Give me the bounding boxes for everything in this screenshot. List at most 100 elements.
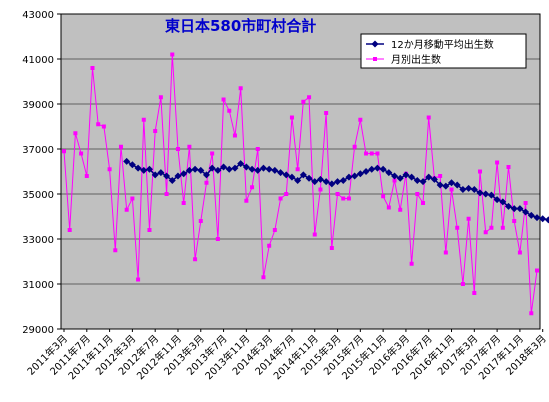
point-monthly-births — [181, 201, 186, 205]
point-moving-average — [163, 172, 171, 180]
point-moving-average — [208, 164, 216, 172]
point-monthly-births — [210, 151, 215, 156]
point-monthly-births — [495, 160, 500, 165]
point-monthly-births — [364, 151, 369, 156]
point-monthly-births — [500, 225, 505, 230]
point-monthly-births — [73, 131, 78, 136]
point-moving-average — [373, 164, 381, 172]
point-moving-average — [339, 177, 347, 184]
point-monthly-births — [267, 243, 272, 248]
legend-label-series-2: 月別出生数 — [391, 53, 441, 66]
point-moving-average — [140, 166, 148, 174]
point-moving-average — [430, 175, 438, 183]
point-moving-average — [305, 174, 313, 182]
point-monthly-births — [346, 196, 351, 201]
point-monthly-births — [369, 151, 374, 156]
point-moving-average — [487, 191, 495, 199]
point-monthly-births — [79, 151, 84, 156]
point-monthly-births — [472, 291, 477, 295]
point-monthly-births — [198, 219, 203, 223]
point-monthly-births — [84, 174, 89, 178]
point-moving-average — [168, 177, 176, 184]
point-monthly-births — [352, 144, 357, 149]
point-monthly-births — [460, 282, 465, 286]
point-monthly-births — [409, 261, 414, 266]
point-monthly-births — [153, 129, 158, 133]
point-moving-average — [459, 186, 467, 193]
point-monthly-births — [438, 174, 443, 178]
point-monthly-births — [415, 192, 420, 196]
point-moving-average — [334, 178, 342, 186]
point-monthly-births — [147, 228, 152, 232]
point-monthly-births — [101, 124, 106, 129]
point-monthly-births — [512, 219, 517, 223]
point-monthly-births — [250, 185, 255, 190]
point-monthly-births — [335, 192, 340, 196]
x-axis-ticks: 2011年3月2011年7月2011年11月2012年3月2012年7月2012… — [24, 329, 549, 382]
point-moving-average — [277, 169, 285, 177]
y-tick-label: 29000 — [22, 325, 54, 336]
point-monthly-births — [483, 230, 488, 235]
point-moving-average — [197, 166, 205, 174]
point-monthly-births — [341, 196, 346, 201]
y-tick-label: 39000 — [22, 100, 54, 111]
point-moving-average — [516, 205, 524, 213]
point-monthly-births — [517, 250, 522, 255]
point-moving-average — [237, 160, 245, 168]
point-moving-average — [180, 170, 188, 178]
point-moving-average — [123, 157, 131, 165]
point-monthly-births — [113, 248, 118, 253]
point-monthly-births — [232, 133, 237, 138]
point-moving-average — [527, 211, 535, 219]
legend: 12か月移動平均出生数 月別出生数 — [360, 33, 527, 69]
point-moving-average — [499, 198, 507, 206]
y-tick-label: 31000 — [22, 280, 54, 291]
legend-marker-series-2 — [373, 57, 377, 61]
point-moving-average — [436, 181, 444, 189]
point-moving-average — [413, 177, 421, 184]
point-monthly-births — [107, 167, 112, 172]
point-monthly-births — [62, 149, 66, 154]
point-monthly-births — [67, 228, 72, 232]
point-monthly-births — [375, 151, 380, 156]
y-tick-label: 35000 — [22, 190, 54, 201]
legend-marker-series-1 — [371, 40, 379, 48]
point-monthly-births — [523, 201, 528, 205]
chart-title: 東日本580市町村合計 — [165, 17, 316, 35]
y-axis-ticks: 29000 31000 33000 35000 37000 39000 41000 43000 — [22, 10, 61, 336]
point-monthly-births — [215, 237, 220, 241]
point-monthly-births — [227, 108, 232, 113]
point-moving-average — [385, 169, 393, 177]
point-moving-average — [402, 171, 410, 179]
legend-label-series-1: 12か月移動平均出生数 — [391, 38, 494, 51]
point-moving-average — [505, 202, 513, 210]
point-moving-average — [259, 164, 267, 172]
point-monthly-births — [278, 196, 283, 201]
point-monthly-births — [124, 207, 129, 212]
point-moving-average — [425, 173, 433, 181]
legend-box — [360, 33, 527, 69]
point-moving-average — [225, 165, 233, 173]
point-moving-average — [151, 171, 159, 179]
point-monthly-births — [443, 250, 448, 255]
point-moving-average — [362, 168, 370, 175]
point-monthly-births — [301, 99, 306, 104]
y-tick-label: 41000 — [22, 55, 54, 66]
point-monthly-births — [118, 144, 123, 149]
point-moving-average — [316, 175, 324, 183]
point-monthly-births — [426, 115, 431, 120]
point-moving-average — [345, 173, 353, 181]
point-monthly-births — [489, 225, 494, 230]
point-moving-average — [202, 171, 210, 179]
point-monthly-births — [398, 207, 403, 212]
point-moving-average — [408, 173, 416, 181]
point-moving-average — [533, 214, 541, 222]
point-moving-average — [470, 186, 478, 193]
point-monthly-births — [392, 178, 397, 183]
point-monthly-births — [204, 180, 209, 185]
point-monthly-births — [329, 246, 334, 250]
point-monthly-births — [141, 117, 146, 122]
point-moving-average — [419, 178, 427, 186]
point-monthly-births — [272, 228, 277, 232]
point-monthly-births — [381, 194, 386, 199]
